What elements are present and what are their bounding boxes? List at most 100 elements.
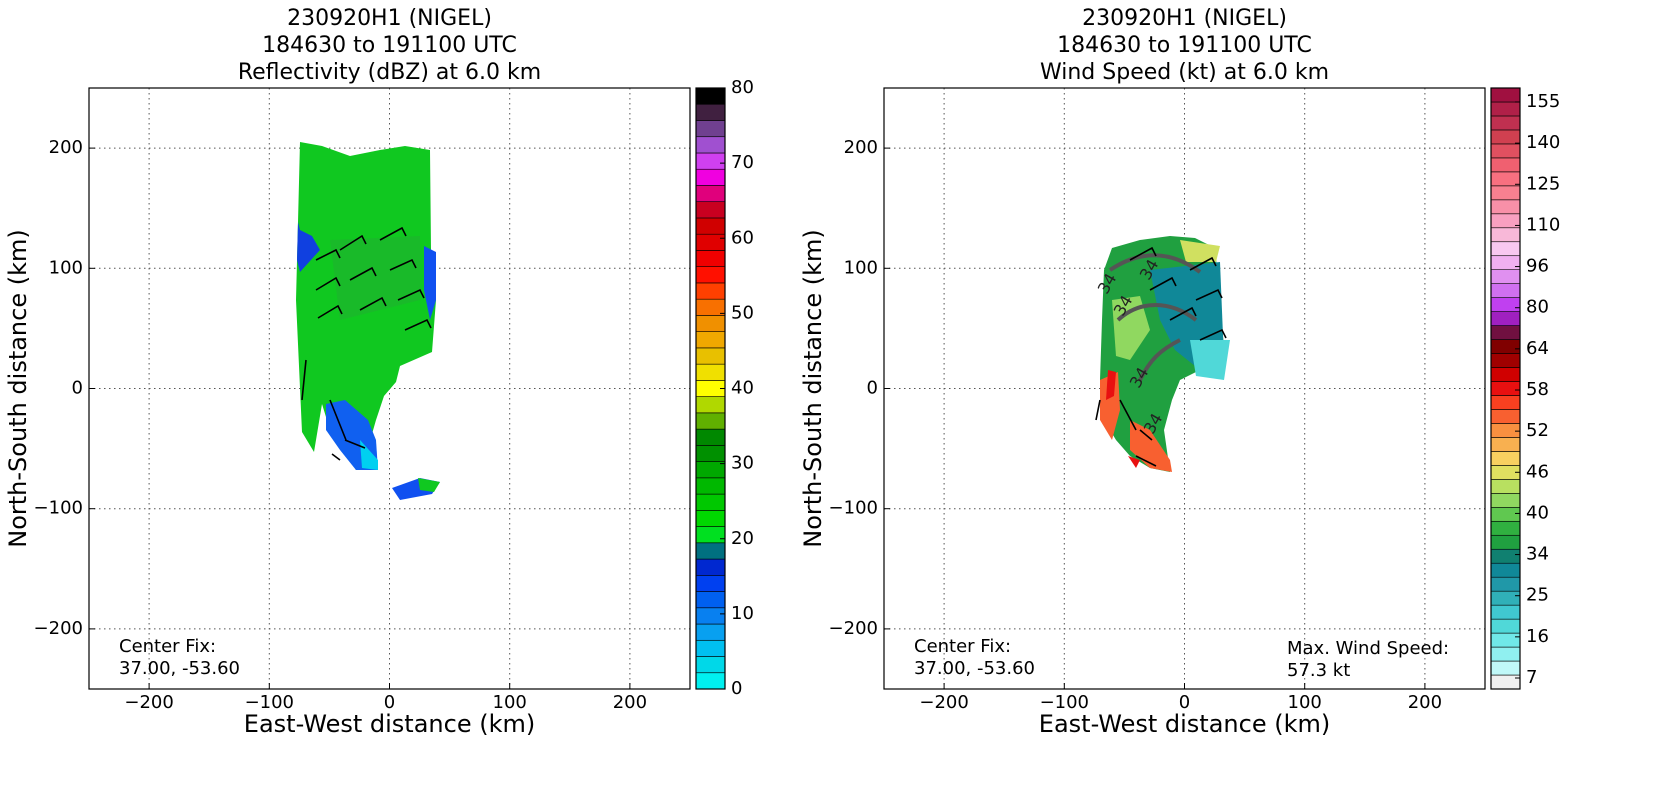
x-tick-label: −100	[1040, 692, 1089, 713]
y-axis-label: North-South distance (km)	[799, 229, 827, 548]
plot-frame	[88, 87, 691, 690]
colorbar-segment	[695, 87, 726, 105]
y-tick-label: −100	[34, 498, 83, 519]
chart-title: 184630 to 191100 UTC	[1057, 33, 1312, 58]
colorbar-segment	[695, 412, 726, 430]
colorbar-segment	[695, 396, 726, 414]
colorbar-segment	[695, 526, 726, 544]
y-tick-label: 0	[867, 378, 878, 399]
colorbar-segment	[1490, 269, 1521, 284]
colorbar-segment	[1490, 618, 1521, 634]
colorbar-tick-label: 155	[1526, 91, 1560, 112]
colorbar-segment	[695, 233, 726, 251]
annotation: 57.3 kt	[1287, 660, 1350, 681]
wind-field	[1095, 236, 1230, 472]
colorbar-segment	[695, 672, 726, 690]
colorbar-segment	[1490, 590, 1521, 606]
colorbar-segment	[695, 574, 726, 592]
colorbar-segment	[695, 428, 726, 446]
colorbar-segment	[1490, 101, 1521, 117]
plot-frame	[883, 87, 1486, 690]
x-tick-label: −200	[124, 692, 173, 713]
colorbar-segment	[1490, 157, 1521, 173]
colorbar-segment	[695, 168, 726, 186]
colorbar-segment	[1490, 520, 1521, 536]
colorbar-segment	[695, 607, 726, 625]
colorbar-segment	[1490, 143, 1521, 159]
y-tick-label: −200	[829, 618, 878, 639]
chart-title: Reflectivity (dBZ) at 6.0 km	[238, 60, 541, 85]
colorbar-tick-label: 80	[731, 77, 754, 98]
colorbar-segment	[1490, 604, 1521, 620]
colorbar-segment	[695, 120, 726, 138]
colorbar-segment	[1490, 367, 1521, 382]
colorbar-segment	[1490, 283, 1521, 298]
colorbar-segment	[695, 591, 726, 609]
colorbar-tick-label: 50	[731, 302, 754, 323]
colorbar-segment	[695, 558, 726, 576]
chart-title: 230920H1 (NIGEL)	[1082, 6, 1287, 31]
reflectivity-field	[296, 142, 440, 500]
colorbar-tick-label: 0	[731, 678, 742, 699]
x-tick-label: 100	[1288, 692, 1322, 713]
wind-barbs	[301, 226, 432, 461]
colorbar-segment	[1490, 381, 1521, 396]
colorbar-segment	[695, 266, 726, 284]
colorbar-segment	[695, 250, 726, 267]
colorbar-segment	[1490, 632, 1521, 648]
colorbar-tick-label: 52	[1526, 420, 1549, 441]
colorbar-segment	[1490, 674, 1521, 690]
y-tick-label: 100	[49, 257, 83, 278]
colorbar-segment	[695, 445, 726, 462]
colorbar-segment	[1490, 507, 1521, 522]
colorbar-segment	[1490, 241, 1521, 257]
annotation: Center Fix:	[119, 636, 216, 657]
y-tick-label: 0	[72, 378, 83, 399]
annotation: 37.00, -53.60	[914, 658, 1035, 679]
x-axis-label: East-West distance (km)	[1039, 710, 1330, 738]
colorbar-segment	[1490, 660, 1521, 676]
colorbar-tick-label: 80	[1526, 297, 1549, 318]
colorbar-segment	[1490, 255, 1521, 270]
y-tick-label: −200	[34, 618, 83, 639]
colorbar-tick-label: 10	[731, 603, 754, 624]
colorbar-tick-label: 40	[1526, 502, 1549, 523]
y-tick-label: −100	[829, 498, 878, 519]
colorbar-segment	[695, 217, 726, 235]
colorbar-segment	[695, 315, 726, 332]
colorbar-segment	[1490, 227, 1521, 243]
colorbar-segment	[695, 331, 726, 349]
x-tick-label: 200	[1408, 692, 1442, 713]
colorbar-segment	[1490, 562, 1521, 578]
colorbar-tick-label: 34	[1526, 544, 1549, 565]
colorbar-tick-label: 25	[1526, 585, 1549, 606]
colorbar-segment	[1490, 576, 1521, 592]
x-tick-label: 100	[493, 692, 527, 713]
annotation: 37.00, -53.60	[119, 658, 240, 679]
colorbar-segment	[1490, 548, 1521, 564]
colorbar-segment	[695, 201, 726, 219]
colorbar-tick-label: 60	[731, 227, 754, 248]
chart-title: Wind Speed (kt) at 6.0 km	[1040, 60, 1329, 85]
colorbar-segment	[695, 477, 726, 495]
annotation: Max. Wind Speed:	[1287, 638, 1449, 659]
colorbar-segment	[695, 152, 726, 170]
colorbar-segment	[1490, 87, 1521, 103]
colorbar-segment	[1490, 129, 1521, 145]
colorbar-segment	[1490, 297, 1521, 312]
colorbar-segment	[1490, 409, 1521, 424]
colorbar-segment	[1490, 534, 1521, 550]
colorbar-segment	[695, 656, 726, 674]
colorbar-segment	[1490, 493, 1521, 508]
y-tick-label: 200	[49, 137, 83, 158]
colorbar-segment	[695, 136, 726, 154]
colorbar-segment	[695, 347, 726, 365]
colorbar-tick-label: 40	[731, 378, 754, 399]
colorbar-frame	[1490, 87, 1521, 690]
colorbar-segment	[1490, 395, 1521, 410]
wind-barbs	[1095, 246, 1227, 467]
colorbar-tick-label: 110	[1526, 214, 1560, 235]
colorbar-segment	[695, 363, 726, 381]
x-tick-label: 200	[613, 692, 647, 713]
